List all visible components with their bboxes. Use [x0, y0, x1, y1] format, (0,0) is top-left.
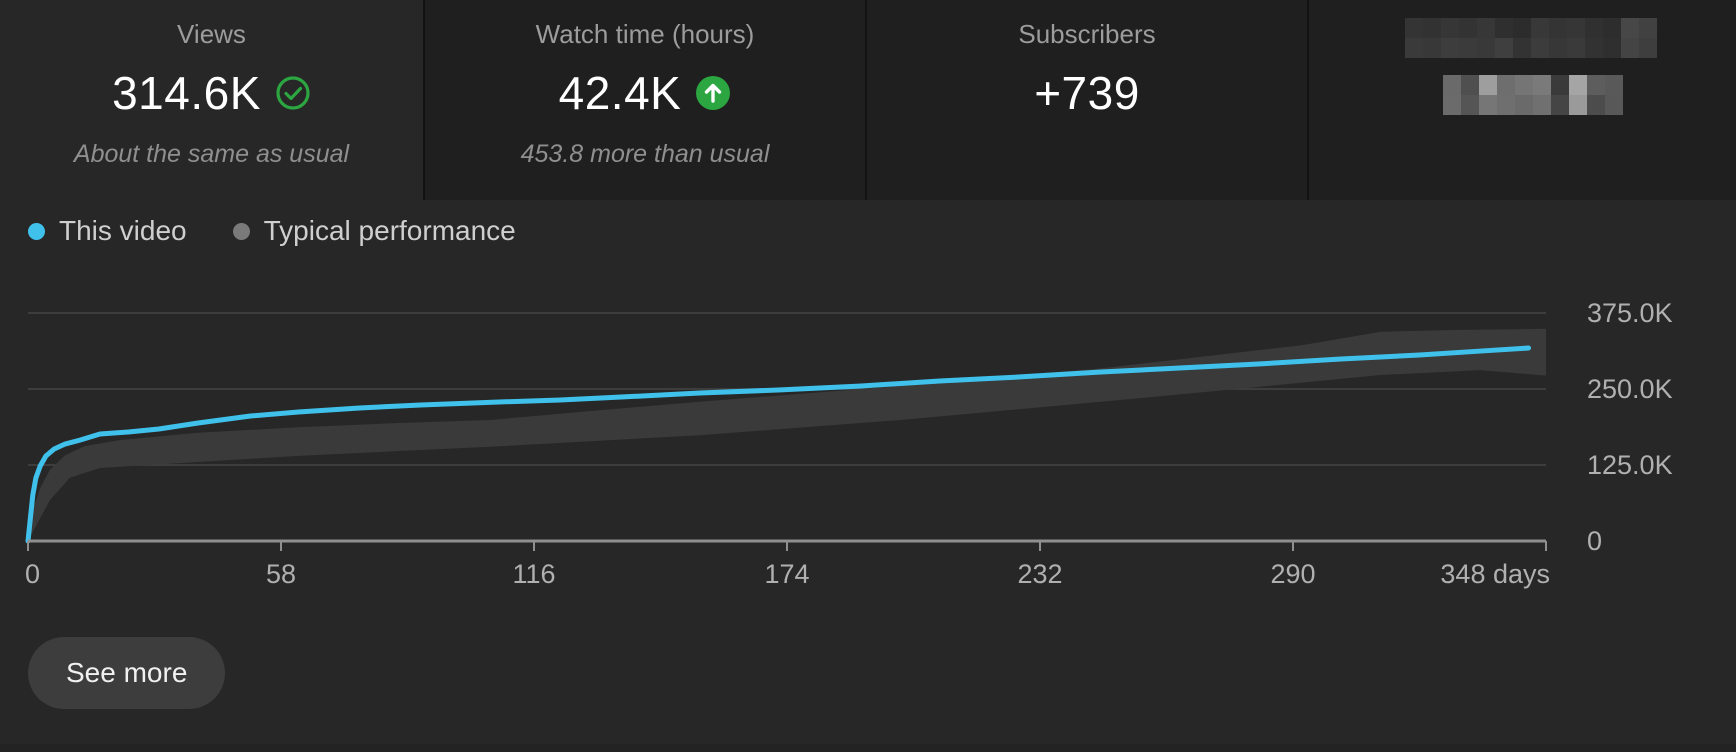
see-more-button[interactable]: See more [28, 637, 226, 709]
tab-subscribers[interactable]: Subscribers +739 [865, 0, 1307, 200]
y-tick-label: 0 [1587, 526, 1602, 556]
arrow-up-circle-icon [696, 76, 731, 110]
tab-subscribers-label: Subscribers [1018, 19, 1156, 49]
legend-item-typical-performance: Typical performance [232, 215, 516, 247]
typical-performance-band [28, 328, 1546, 541]
y-tick-label: 250.0K [1587, 374, 1673, 404]
metric-tabstrip: Views 314.6K About the same as usual Wat… [0, 0, 1736, 200]
x-tick-label: 174 [764, 559, 809, 589]
check-circle-icon [276, 76, 310, 110]
y-tick-label: 125.0K [1587, 450, 1673, 480]
this-video-dot-icon [28, 222, 45, 240]
x-tick-label: 0 [25, 559, 40, 589]
bottom-divider [0, 744, 1736, 752]
typical-performance-dot-icon [232, 222, 250, 240]
redacted-value-mosaic [1443, 75, 1623, 115]
tab-watch-time-label: Watch time (hours) [535, 19, 755, 49]
legend-label-this-video: This video [59, 215, 187, 246]
x-tick-label: 232 [1017, 559, 1062, 589]
views-line-chart[interactable]: 0 58 116 174 232 290 348 days 375.0K 250.0K 125.0… [0, 260, 1736, 592]
tab-redacted[interactable] [1307, 0, 1736, 200]
tab-watch-time[interactable]: Watch time (hours) 42.4K 453.8 more than… [423, 0, 865, 200]
legend-item-this-video: This video [28, 215, 187, 247]
tab-views-subtext: About the same as usual [73, 140, 350, 168]
y-tick-label: 375.0K [1587, 298, 1673, 328]
tab-subscribers-value: +739 [1034, 67, 1140, 119]
tab-watch-time-value: 42.4K [558, 67, 682, 119]
tab-watch-time-subtext: 453.8 more than usual [520, 140, 770, 168]
chart-legend: This video Typical performance [28, 213, 562, 249]
tab-views-value: 314.6K [112, 67, 261, 119]
tab-views-label: Views [177, 19, 246, 49]
x-tick-label: 58 [266, 559, 296, 589]
this-video-line [25, 345, 1532, 544]
tab-views[interactable]: Views 314.6K About the same as usual [0, 0, 423, 200]
chart-canvas: 0 58 116 174 232 290 348 days 375.0K 250.0K 125.0… [25, 298, 1673, 589]
x-tick-label: 116 [512, 559, 555, 589]
x-tick-label: 348 days [1440, 559, 1550, 589]
redacted-label-mosaic [1405, 18, 1657, 58]
x-tick-label: 290 [1270, 559, 1315, 589]
legend-label-typical-performance: Typical performance [263, 215, 516, 246]
